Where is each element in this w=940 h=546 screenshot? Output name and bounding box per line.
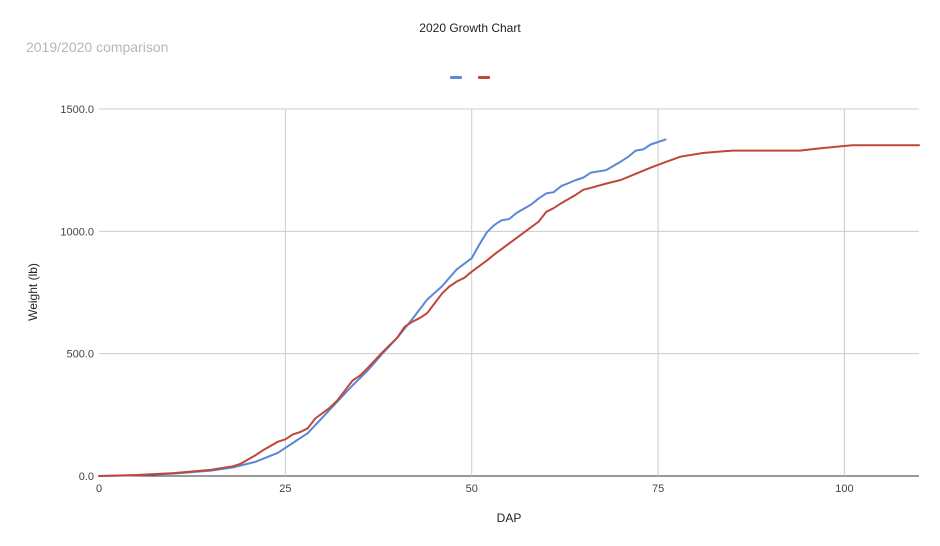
x-tick-label: 75 [652,483,664,495]
tick-labels: 0.0 500.0 1000.0 1500.0 0 25 50 75 100 [60,104,853,495]
chart-title: 2020 Growth Chart [419,21,521,35]
y-tick-label: 1000.0 [60,226,94,238]
y-tick-label: 500.0 [66,349,94,361]
y-tick-label: 1500.0 [60,104,94,116]
y-axis-title: Weight (lb) [26,263,40,321]
legend[interactable] [450,76,490,79]
gridlines [99,108,919,477]
series-line-2 [98,144,920,477]
y-tick-label: 0.0 [79,471,94,483]
x-tick-label: 0 [96,483,102,495]
legend-swatch-2[interactable] [478,76,490,79]
x-tick-label: 100 [835,483,853,495]
series-line-1 [98,138,667,477]
x-axis-title: DAP [497,511,522,525]
chart-subtitle: 2019/2020 comparison [26,39,169,55]
x-tick-label: 25 [279,483,291,495]
x-tick-label: 50 [466,483,478,495]
series-lines [98,138,920,477]
legend-swatch-1[interactable] [450,76,462,79]
